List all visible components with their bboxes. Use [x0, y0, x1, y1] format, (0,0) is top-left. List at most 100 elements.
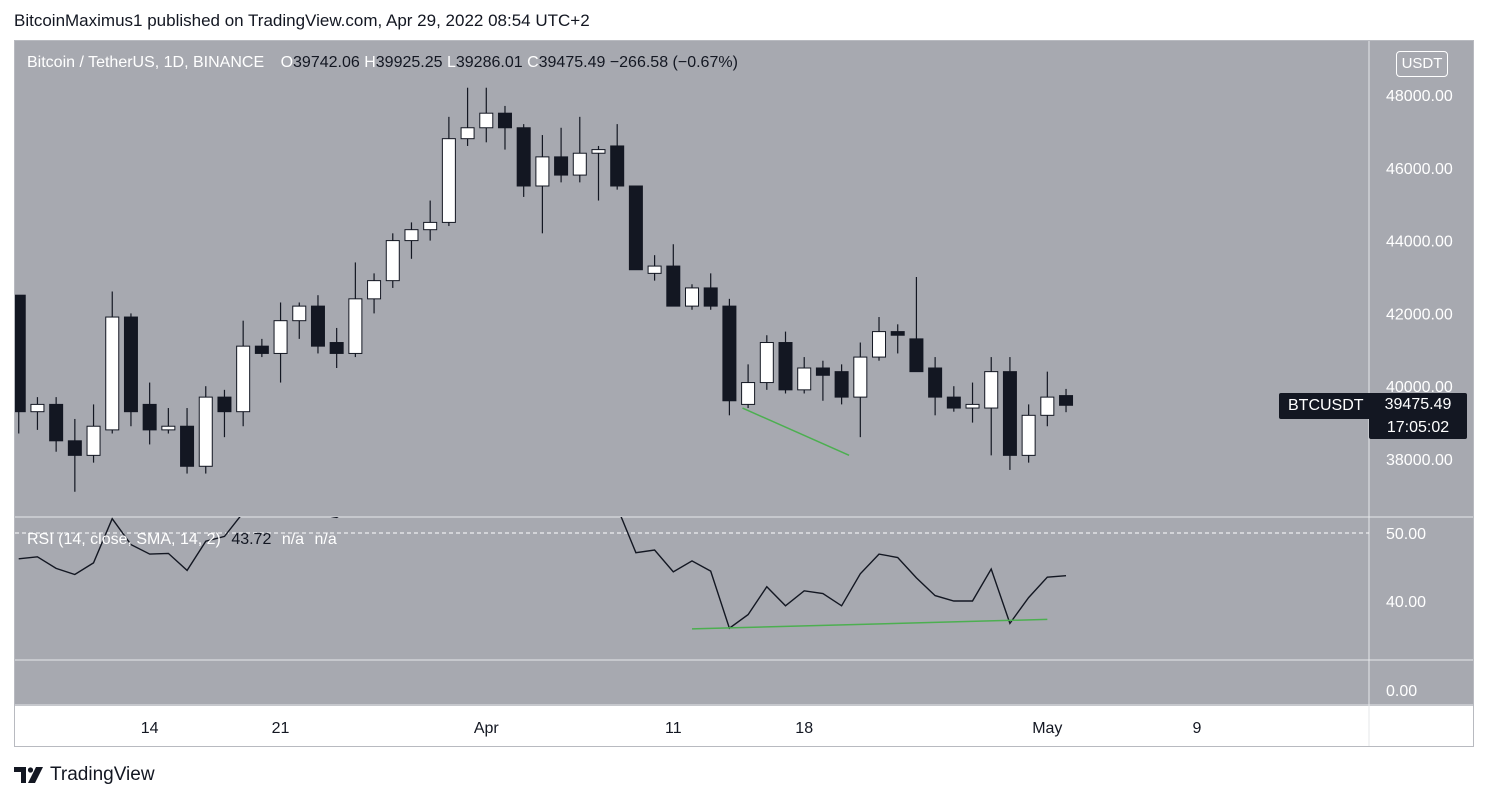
chart-canvas[interactable]: 38000.00 40000.00 42000.00 44000.00 46000.00…: [15, 41, 1473, 746]
candle: [554, 127, 569, 183]
candle: [329, 327, 344, 368]
candle: [628, 185, 643, 271]
chart-frame[interactable]: 38000.00 40000.00 42000.00 44000.00 46000.00…: [14, 40, 1474, 747]
symbol-legend: Bitcoin / TetherUS, 1D, BINANCE O39742.0…: [27, 54, 738, 72]
candle: [123, 313, 138, 427]
bull-candle-body: [292, 305, 307, 322]
candle: [423, 200, 438, 241]
bear-candle-body: [123, 316, 138, 413]
currency-button[interactable]: USDT: [1396, 51, 1448, 77]
high-key: H: [364, 54, 376, 71]
candle: [741, 364, 756, 409]
candle: [142, 382, 157, 445]
bull-candle-body: [273, 320, 288, 354]
candle: [647, 255, 662, 281]
tradingview-logo-icon: [14, 767, 43, 783]
price-tick-label: 46000.00: [1386, 161, 1453, 178]
bear-candle-body: [49, 403, 64, 442]
candle: [49, 397, 64, 452]
candle: [367, 273, 382, 314]
candle: [217, 389, 232, 438]
bull-candle-body: [797, 367, 812, 391]
price-tick-label: 44000.00: [1386, 234, 1453, 251]
bear-candle-body: [890, 331, 905, 336]
rsi-tick-label: 40.00: [1386, 594, 1426, 611]
candle: [890, 324, 905, 354]
bull-candle-body: [105, 316, 120, 431]
bull-candle-body: [479, 112, 494, 129]
axis-layer: 38000.00 40000.00 42000.00 44000.00 46000.00…: [141, 88, 1453, 737]
bear-candle-body: [15, 294, 26, 413]
candle: [1040, 371, 1055, 427]
low-key: L: [446, 54, 456, 71]
candle: [666, 244, 681, 307]
candle: [497, 105, 512, 150]
bear-candle-body: [516, 127, 531, 187]
bull-candle-body: [1040, 396, 1055, 416]
bull-candle-body: [348, 298, 363, 354]
bear-candle-body: [497, 112, 512, 129]
bar-countdown: 17:05:02: [1386, 419, 1450, 436]
rsi-na-2: n/a: [314, 531, 337, 548]
bear-candle-body: [628, 185, 643, 271]
candle: [180, 408, 195, 474]
candle: [815, 360, 830, 401]
candle: [254, 338, 269, 358]
bull-candle-body: [647, 265, 662, 274]
candle: [198, 386, 213, 474]
candle: [759, 335, 774, 390]
time-tick-label: 9: [1192, 720, 1201, 737]
tradingview-brand[interactable]: TradingView: [14, 764, 155, 786]
candle: [1002, 357, 1017, 470]
rsi-tick-label: 0.00: [1386, 683, 1417, 700]
candle: [479, 87, 494, 143]
candle: [722, 298, 737, 416]
bear-candle-body: [180, 425, 195, 467]
candle: [797, 357, 812, 394]
bear-candle-body: [142, 403, 157, 431]
candle: [67, 418, 82, 492]
candle: [778, 331, 793, 394]
high-value: 39925.25: [375, 54, 443, 71]
candle: [872, 317, 887, 361]
bear-candle-body: [329, 342, 344, 354]
time-axis-area: [15, 706, 1473, 746]
candle: [348, 262, 363, 358]
close-key: C: [527, 54, 539, 71]
candle: [591, 145, 606, 201]
bear-candle-body: [815, 367, 830, 376]
bull-candle-body: [853, 356, 868, 398]
publish-line: BitcoinMaximus1 published on TradingView…: [14, 11, 590, 30]
candle: [909, 277, 924, 373]
candles-layer: [15, 87, 1074, 492]
candle: [516, 124, 531, 197]
candle: [385, 233, 400, 288]
bull-candle-body: [741, 382, 756, 405]
bull-candle-body: [161, 425, 176, 431]
open-value: 39742.06: [293, 54, 360, 71]
candle: [86, 404, 101, 463]
bull-candle-body: [535, 156, 550, 187]
bear-candle-body: [610, 145, 625, 187]
bear-candle-body: [703, 287, 718, 307]
price-tick-label: 48000.00: [1386, 88, 1453, 105]
candle: [460, 87, 475, 146]
bull-candle-body: [367, 280, 382, 300]
bull-candle-body: [30, 403, 45, 413]
bull-candle-body: [965, 403, 980, 409]
bull-candle-body: [1021, 414, 1036, 456]
rsi-layer: [18, 517, 1067, 630]
rsi-tick-label: 50.00: [1386, 526, 1426, 543]
price-tick-label: 40000.00: [1386, 379, 1453, 396]
bear-candle-body: [666, 265, 681, 307]
grid-layer: [15, 41, 1473, 746]
candle: [236, 320, 251, 427]
bull-candle-body: [385, 240, 400, 282]
price-trendline: [742, 407, 850, 457]
bear-candle-body: [909, 338, 924, 373]
time-tick-label: 14: [141, 720, 159, 737]
symbol-tag: BTCUSDT: [1279, 393, 1373, 419]
time-tick-label: 18: [795, 720, 813, 737]
bull-candle-body: [404, 229, 419, 242]
candle: [572, 116, 587, 183]
